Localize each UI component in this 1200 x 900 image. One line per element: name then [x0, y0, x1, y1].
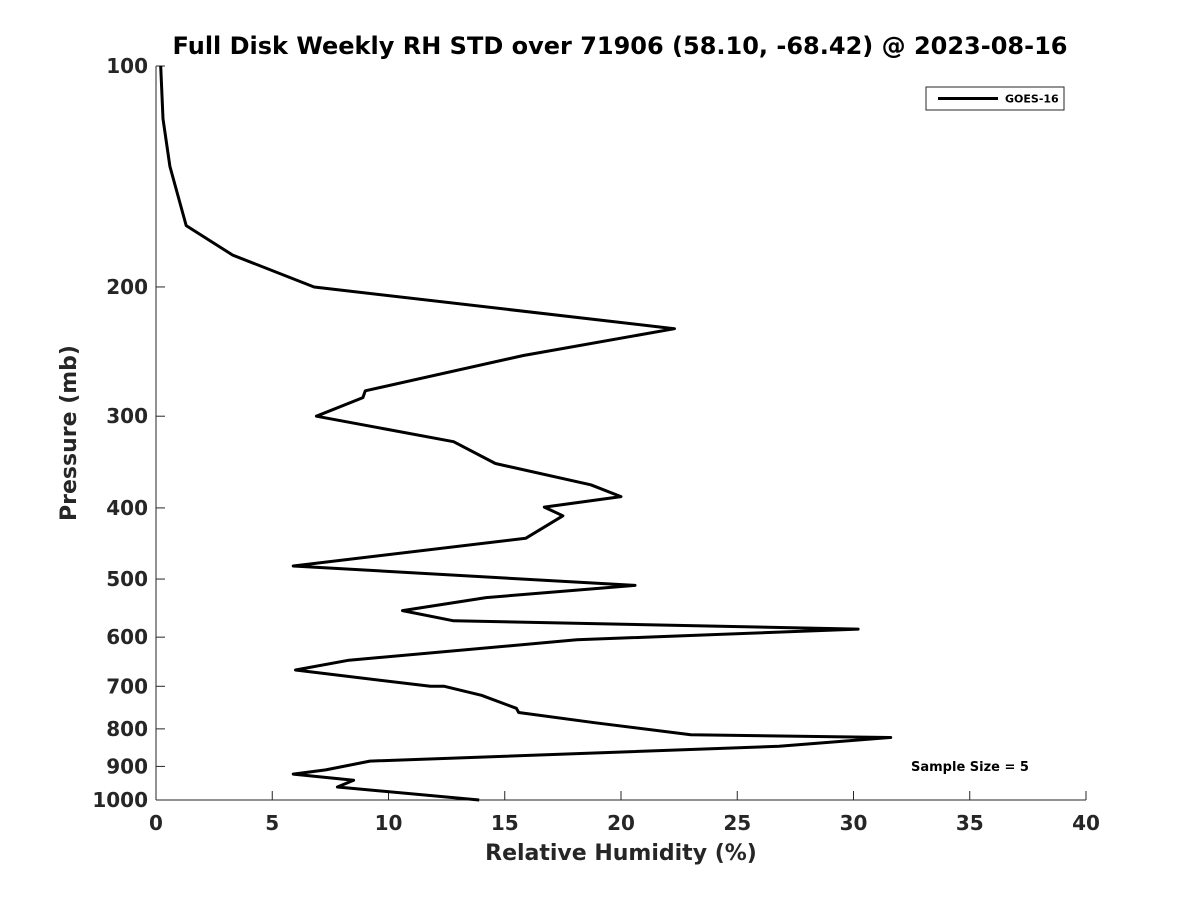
y-tick-label: 700	[106, 674, 148, 698]
y-tick-label: 100	[106, 54, 148, 78]
x-tick-label: 20	[607, 811, 635, 835]
x-tick-label: 10	[375, 811, 403, 835]
y-axis-label: Pressure (mb)	[57, 345, 82, 521]
x-tick-label: 35	[956, 811, 984, 835]
x-axis-label: Relative Humidity (%)	[485, 841, 757, 866]
x-tick-label: 0	[149, 811, 163, 835]
legend-label-goes16: GOES-16	[1005, 93, 1059, 106]
y-axis-ticks: 100 200 300 400 500 600 700 800 900 1000	[92, 54, 165, 812]
y-tick-label: 900	[106, 754, 148, 778]
y-tick-label: 800	[106, 717, 148, 741]
y-tick-label: 1000	[92, 788, 148, 812]
y-tick-label: 500	[106, 567, 148, 591]
y-tick-label: 300	[106, 404, 148, 428]
plot-area: 0 5 10 15 20 25 30 35 40 100 200 300 400 500 600 700 80…	[92, 54, 1100, 835]
y-tick-label: 400	[106, 496, 148, 520]
x-tick-label: 15	[491, 811, 519, 835]
x-tick-label: 25	[723, 811, 751, 835]
sample-size-annotation: Sample Size = 5	[911, 760, 1029, 775]
x-tick-label: 40	[1072, 811, 1100, 835]
x-tick-label: 30	[840, 811, 868, 835]
y-tick-label: 200	[106, 275, 148, 299]
x-tick-label: 5	[265, 811, 279, 835]
series-line-goes-16	[159, 65, 893, 802]
y-tick-label: 600	[106, 625, 148, 649]
legend: GOES-16	[925, 86, 1065, 111]
chart-title: Full Disk Weekly RH STD over 71906 (58.1…	[173, 32, 1068, 60]
x-axis-ticks: 0 5 10 15 20 25 30 35 40	[149, 791, 1100, 835]
series-layer	[159, 65, 893, 802]
